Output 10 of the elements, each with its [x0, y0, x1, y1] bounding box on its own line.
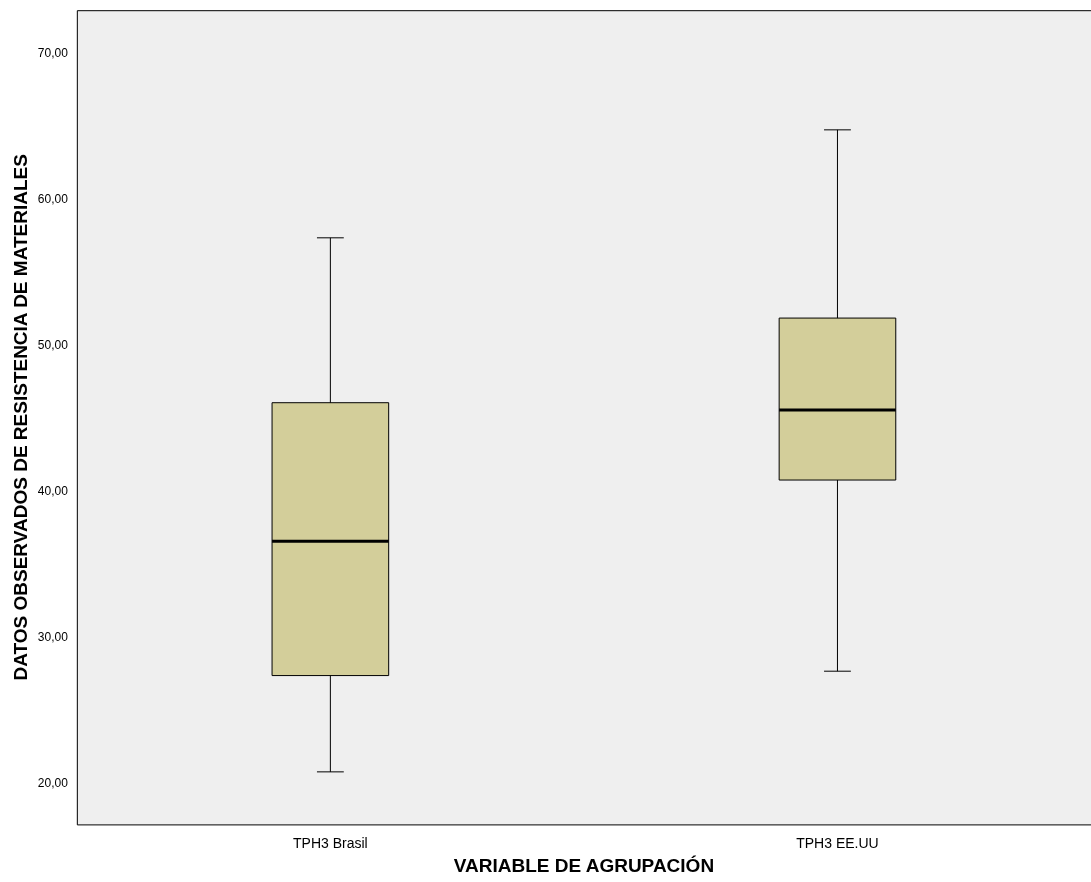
y-axis-title: DATOS OBSERVADOS DE RESISTENCIA DE MATERIALES [9, 154, 31, 681]
y-tick-label: 60,00 [37, 192, 69, 207]
y-tick-label: 50,00 [37, 338, 69, 353]
y-tick-label: 30,00 [37, 629, 69, 644]
x-tick-label: TPH3 Brasil [293, 834, 368, 851]
y-tick-label: 40,00 [37, 484, 69, 499]
y-tick-label: 70,00 [37, 46, 69, 61]
y-tick-label: 20,00 [37, 775, 69, 790]
x-tick-label: TPH3 EE.UU [796, 834, 879, 851]
x-axis-title: VARIABLE DE AGRUPACIÓN [453, 854, 715, 876]
